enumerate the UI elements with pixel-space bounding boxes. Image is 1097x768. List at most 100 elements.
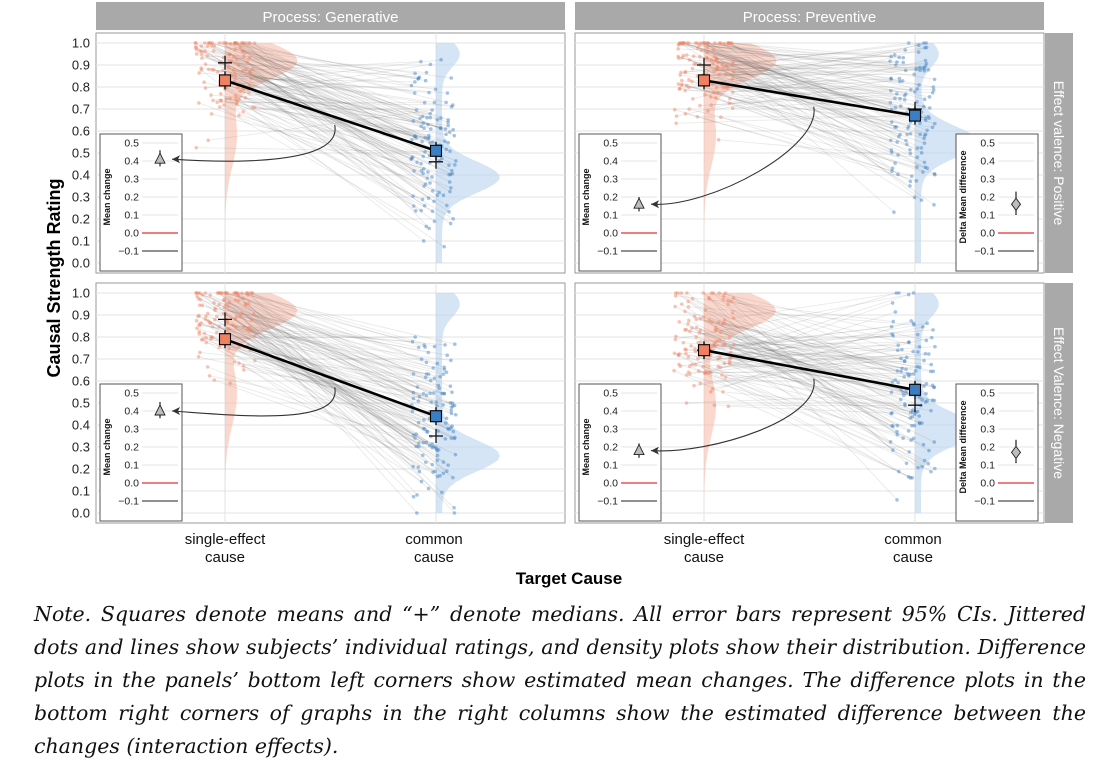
y-tick-label: 0.2 [72,212,90,227]
individual-lines [674,42,936,213]
inset-tick-label: 0.3 [124,424,139,436]
median-marker [429,429,443,443]
arrow-head [172,407,180,415]
figure-note: Note. Squares denote means and “+” denot… [34,602,1086,758]
inset-tick-label: 0.1 [603,460,618,472]
x-axis-title: Target Cause [516,569,622,588]
density-single [225,293,298,513]
inset-tick-label: 0.4 [603,406,618,418]
inset-axis-title: Mean change [581,418,591,475]
individual-lines [195,42,457,248]
inset-tick-label: 0.3 [980,174,995,186]
inset-tick-label: 0.5 [980,388,995,400]
inset-tick-label: 0.4 [980,406,995,418]
mean-marker [218,74,232,87]
inset-tick-label: 0.2 [124,192,139,204]
y-axis-title: Causal Strength Rating [44,178,64,377]
panel: 0.0 0.1 0.2 0.3 0.4 0.5 0.6 0.7 0.8 0.9 1.0 single-… [72,282,566,566]
inset-estimate-marker [633,443,645,456]
inset-tick-label: 0.4 [980,156,995,168]
inset-plot: −0.1 0.0 0.1 0.2 0.3 0.4 0.5 Mean change [99,133,183,272]
facet-column-label: Process: Generative [263,9,399,26]
chart: Process: Generative Process: Preventive Ef… [44,2,1073,588]
median-marker [218,312,232,327]
arrow-head [651,446,659,455]
inset-frame [955,133,1039,272]
median-marker [697,58,711,72]
y-tick-label: 0.4 [72,418,90,433]
inset-estimate-marker [1010,445,1022,460]
inset-tick-label: 0.2 [124,442,139,454]
density-common [436,43,500,263]
inset-tick-label: −0.1 [118,246,139,258]
inset-tick-label: 0.5 [980,138,995,150]
inset-tick-label: 0.4 [124,406,139,418]
y-tick-label: 0.6 [72,124,90,139]
inset-estimate-marker [154,152,166,164]
inset-axis-title: Mean change [102,418,112,475]
inset-tick-label: 0.3 [603,424,618,436]
density-single [704,43,777,263]
inset-tick-label: 0.0 [603,478,618,490]
x-tick-label: cause [414,549,454,566]
density-common [915,43,979,263]
y-tick-label: 0.5 [72,396,90,411]
inset-tick-label: 0.3 [603,174,618,186]
density-single [225,43,298,263]
inset-estimate-marker [633,197,645,209]
x-tick-label: cause [684,549,724,566]
inset-plot: −0.1 0.0 0.1 0.2 0.3 0.4 0.5 Mean change [578,383,662,522]
inset-axis-title: Mean change [581,168,591,225]
density-common [915,293,979,513]
inset-frame [99,383,183,522]
mean-marker [697,74,711,87]
y-tick-label: 0.3 [72,190,90,205]
inset-frame [99,133,183,272]
annotation-arrow [171,124,336,162]
inset-tick-label: −0.1 [974,246,995,258]
facet-strip-row [1045,33,1073,273]
y-tick-label: 1.0 [72,286,90,301]
facet-row-label: Effect Valence: Negative [1051,327,1067,479]
x-tick-label: cause [205,549,245,566]
y-tick-label: 0.9 [72,308,90,323]
density-single [704,293,777,513]
mean-line [224,337,437,418]
inset-plot: −0.1 0.0 0.1 0.2 0.3 0.4 0.5 Delta Mean differe… [955,133,1039,272]
median-marker [218,55,232,70]
inset-plot: −0.1 0.0 0.1 0.2 0.3 0.4 0.5 Delta Mean differe… [955,383,1039,522]
mean-marker [908,383,922,396]
inset-tick-label: 0.0 [980,228,995,240]
inset-plot: −0.1 0.0 0.1 0.2 0.3 0.4 0.5 Mean change [99,383,183,522]
inset-tick-label: 0.5 [124,138,139,150]
inset-tick-label: 0.3 [124,174,139,186]
y-tick-label: 0.8 [72,330,90,345]
y-tick-label: 0.3 [72,440,90,455]
facet-strip-column [575,2,1044,30]
y-tick-label: 0.5 [72,146,90,161]
individual-dots [672,291,937,502]
inset-tick-label: −0.1 [597,246,618,258]
y-tick-label: 0.4 [72,168,90,183]
facet-strip-column [96,2,565,30]
y-tick-label: 1.0 [72,36,90,51]
mean-marker [429,410,443,423]
mean-marker [429,144,443,157]
panel: single-effectcausecommoncause−0.10.00.10… [574,282,1045,566]
inset-tick-label: −0.1 [974,496,995,508]
inset-tick-label: 0.2 [980,192,995,204]
y-tick-label: 0.0 [72,256,90,271]
inset-tick-label: 0.0 [603,228,618,240]
x-tick-label: common [405,531,463,548]
inset-frame [955,383,1039,522]
inset-tick-label: 0.5 [603,388,618,400]
inset-frame [578,133,662,272]
mean-marker [908,109,922,122]
inset-tick-label: −0.1 [597,496,618,508]
individual-lines [673,292,936,501]
individual-lines [195,292,456,514]
y-tick-label: 0.2 [72,462,90,477]
inset-axis-title: Delta Mean difference [958,150,968,243]
x-tick-label: common [884,531,942,548]
y-tick-label: 0.7 [72,352,90,367]
